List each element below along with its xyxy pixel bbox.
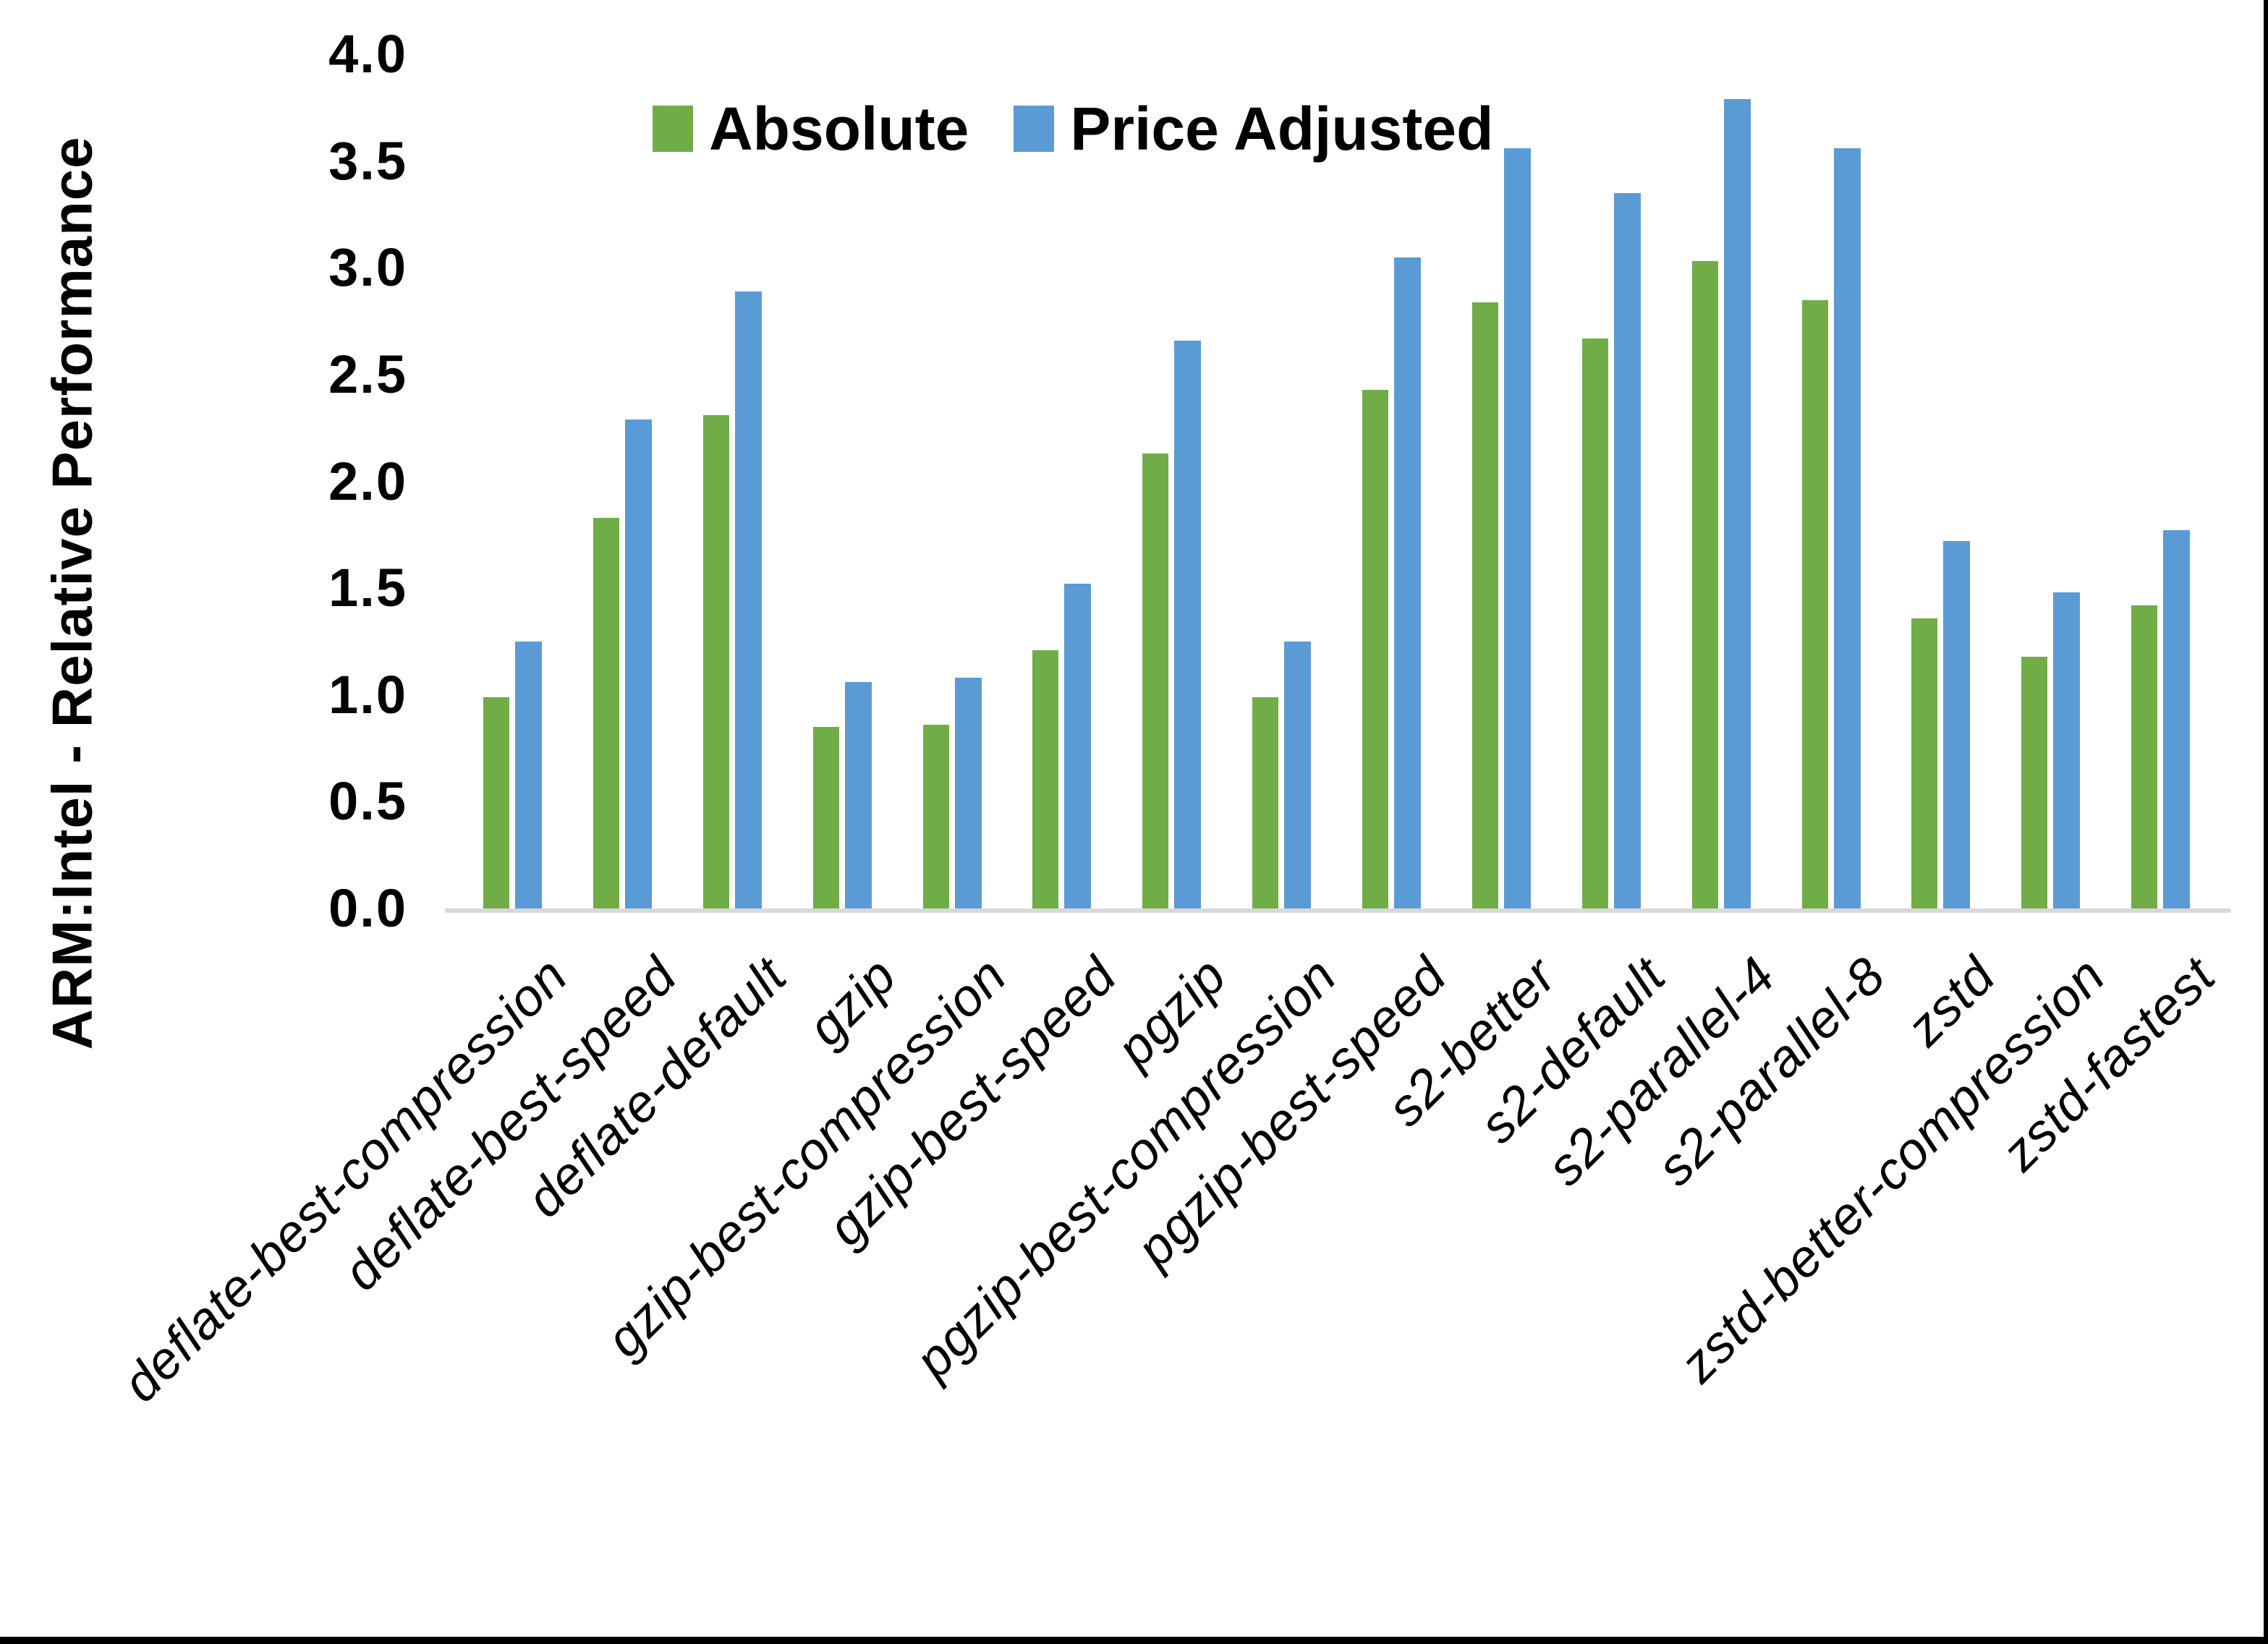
bar-price-adjusted-zstd-better-compression [2053, 592, 2080, 911]
bar-price-adjusted-pgzip-best-compression [1284, 641, 1311, 911]
bar-absolute-pgzip-best-speed [1362, 389, 1388, 911]
y-tick-label-2.5: 2.5 [328, 344, 407, 404]
bar-price-adjusted-gzip-best-speed [1064, 584, 1091, 911]
bar-absolute-s2-better [1472, 302, 1498, 911]
x-axis-line [445, 908, 2230, 913]
y-tick-label-0.0: 0.0 [328, 878, 407, 939]
bar-price-adjusted-s2-default [1614, 192, 1641, 911]
bar-absolute-deflate-default [703, 415, 729, 911]
bar-price-adjusted-zstd [1943, 541, 1970, 911]
bar-price-adjusted-s2-parallel-8 [1834, 148, 1861, 911]
x-tick-label-deflate-best-compression: deflate-best-compression [111, 946, 579, 1413]
bar-absolute-s2-parallel-4 [1692, 261, 1718, 911]
bar-absolute-gzip [813, 727, 839, 911]
bar-absolute-deflate-best-compression [483, 697, 509, 911]
bar-price-adjusted-deflate-best-speed [625, 419, 652, 911]
bar-absolute-pgzip-best-compression [1252, 697, 1278, 911]
y-tick-label-3.0: 3.0 [328, 237, 407, 298]
bar-absolute-zstd [1911, 618, 1937, 911]
y-tick-label-3.5: 3.5 [328, 130, 407, 191]
bar-price-adjusted-deflate-best-compression [515, 641, 542, 911]
legend-label-absolute: Absolute [709, 95, 969, 163]
bar-absolute-pgzip [1142, 453, 1168, 911]
y-tick-label-1.0: 1.0 [328, 664, 407, 725]
bar-absolute-s2-parallel-8 [1802, 299, 1828, 911]
bar-price-adjusted-gzip-best-compression [955, 678, 982, 911]
legend: Absolute Price Adjusted [653, 98, 1493, 159]
bar-absolute-deflate-best-speed [593, 517, 619, 911]
bar-price-adjusted-s2-better [1504, 148, 1531, 911]
y-tick-label-0.5: 0.5 [328, 771, 407, 832]
y-tick-label-1.5: 1.5 [328, 558, 407, 618]
bar-price-adjusted-gzip [845, 682, 872, 911]
y-axis-title: ARM:Intel - Relative Performance [40, 136, 104, 1050]
legend-item-absolute: Absolute [653, 98, 969, 159]
y-tick-label-4.0: 4.0 [328, 24, 407, 85]
y-tick-label-2.0: 2.0 [328, 451, 407, 511]
bar-absolute-gzip-best-speed [1032, 649, 1058, 911]
bar-price-adjusted-s2-parallel-4 [1724, 99, 1751, 911]
bar-absolute-zstd-better-compression [2021, 656, 2047, 911]
bar-price-adjusted-pgzip [1174, 340, 1201, 911]
bar-price-adjusted-pgzip-best-speed [1394, 257, 1421, 911]
legend-swatch-price-adjusted-icon [1014, 106, 1055, 152]
bar-price-adjusted-zstd-fastest [2163, 530, 2190, 911]
bar-price-adjusted-deflate-default [735, 291, 762, 911]
bar-absolute-zstd-fastest [2131, 605, 2157, 911]
legend-swatch-absolute-icon [653, 106, 693, 152]
bar-absolute-gzip-best-compression [923, 725, 949, 911]
legend-label-price-adjusted: Price Adjusted [1070, 95, 1494, 163]
legend-item-price-adjusted: Price Adjusted [1014, 98, 1493, 159]
bar-absolute-s2-default [1582, 338, 1608, 911]
